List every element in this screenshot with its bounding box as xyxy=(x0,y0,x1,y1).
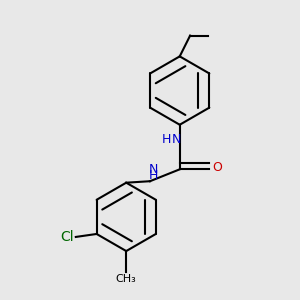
Text: Cl: Cl xyxy=(60,230,74,244)
Text: N: N xyxy=(172,133,181,146)
Text: H: H xyxy=(148,169,158,182)
Text: H: H xyxy=(162,133,171,146)
Text: CH₃: CH₃ xyxy=(116,274,136,284)
Text: N: N xyxy=(148,163,158,176)
Text: O: O xyxy=(212,161,222,174)
